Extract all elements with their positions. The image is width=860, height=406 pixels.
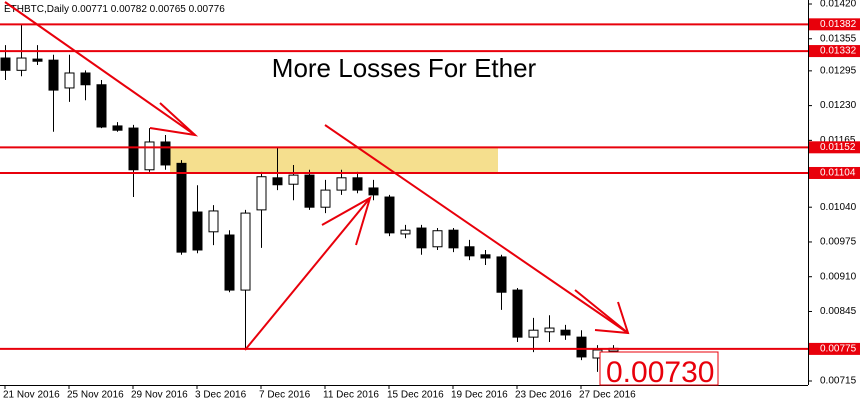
x-tick-label: 7 Dec 2016	[259, 390, 311, 401]
x-tick-label: 21 Nov 2016	[3, 390, 60, 401]
level-label: 0.01382	[820, 19, 857, 30]
y-tick-label: 0.00715	[820, 376, 857, 387]
candle-body	[512, 289, 523, 338]
arrow-head	[594, 301, 630, 335]
candle-body	[400, 229, 411, 235]
candle-body	[528, 329, 539, 338]
candle-body	[272, 177, 283, 186]
callout-box	[599, 351, 719, 386]
candle-body	[464, 246, 475, 257]
zone	[170, 147, 498, 173]
candle-body	[96, 84, 107, 128]
candle-body	[496, 256, 507, 293]
trend-arrow	[244, 197, 371, 351]
level-label: 0.01104	[820, 168, 856, 179]
symbol: ETHBTC,Daily	[4, 4, 69, 15]
plot-area	[0, 0, 808, 385]
candle-body	[256, 176, 267, 211]
candle-body	[160, 141, 171, 166]
candle-body	[544, 327, 555, 333]
candle-body	[384, 196, 395, 234]
trend-arrow	[324, 124, 629, 334]
candle-body	[336, 177, 347, 191]
x-tick-label: 23 Dec 2016	[515, 390, 572, 401]
x-tick-label: 15 Dec 2016	[387, 390, 444, 401]
candle-body	[16, 57, 27, 71]
y-tick-label: 0.01355	[820, 33, 857, 44]
y-tick-label: 0.01295	[820, 65, 857, 76]
candle-body	[176, 162, 187, 253]
candle-body	[240, 212, 251, 291]
y-tick-label: 0.00975	[820, 237, 857, 248]
level-label-bg	[809, 166, 860, 179]
y-tick-label: 0.01040	[820, 202, 857, 213]
candle-body	[32, 58, 43, 62]
candle-body	[576, 336, 587, 358]
x-tick-label: 27 Dec 2016	[579, 390, 636, 401]
candle-body	[128, 127, 139, 171]
candle-body	[304, 174, 315, 208]
candle-body	[112, 125, 123, 131]
trend-arrow	[574, 289, 629, 334]
level-label: 0.00775	[820, 344, 857, 355]
candle-body	[144, 141, 155, 171]
level-label-bg	[809, 141, 860, 154]
candle-body	[288, 174, 299, 185]
y-tick-label: 0.01420	[820, 0, 857, 10]
y-tick-label: 0.01165	[820, 135, 856, 146]
x-tick-label: 25 Nov 2016	[67, 390, 124, 401]
level-label-bg	[809, 18, 860, 31]
y-tick-label: 0.01230	[820, 100, 857, 111]
header: ETHBTC,Daily 0.00771 0.00782 0.00765 0.0…	[4, 4, 225, 15]
x-tick-label: 29 Nov 2016	[131, 390, 188, 401]
header-close: 0.00776	[189, 4, 226, 15]
candle-body	[432, 230, 443, 248]
candle-body	[448, 229, 459, 249]
candle-body	[320, 189, 331, 208]
candle-body	[64, 72, 75, 89]
candle-body	[208, 210, 219, 233]
candle-body	[224, 234, 235, 291]
x-tick-label: 11 Dec 2016	[323, 390, 379, 401]
candle-body	[192, 211, 203, 251]
level-label: 0.01152	[820, 142, 856, 153]
level-label-bg	[809, 342, 860, 355]
level-label: 0.01332	[820, 46, 857, 57]
candle-body	[80, 72, 91, 86]
level-label-bg	[809, 45, 860, 58]
candle-body	[560, 329, 571, 336]
header-high: 0.00782	[111, 4, 148, 15]
arrow-head	[149, 102, 199, 137]
chart-title: More Losses For Ether	[272, 53, 537, 83]
callout-label: 0.00730	[606, 356, 714, 389]
candle-body	[368, 187, 379, 196]
y-tick-label: 0.00845	[820, 306, 857, 317]
candle-body	[352, 177, 363, 191]
header-open: 0.00771	[72, 4, 109, 15]
x-tick-label: 19 Dec 2016	[451, 390, 508, 401]
candle-body	[0, 57, 11, 71]
arrow-head	[321, 195, 372, 246]
x-tick-label: 3 Dec 2016	[195, 390, 247, 401]
y-tick-label: 0.00910	[820, 271, 857, 282]
candle-body	[416, 227, 427, 249]
candle-body	[48, 59, 59, 91]
header-low: 0.00765	[150, 4, 187, 15]
candle-body	[480, 254, 491, 259]
